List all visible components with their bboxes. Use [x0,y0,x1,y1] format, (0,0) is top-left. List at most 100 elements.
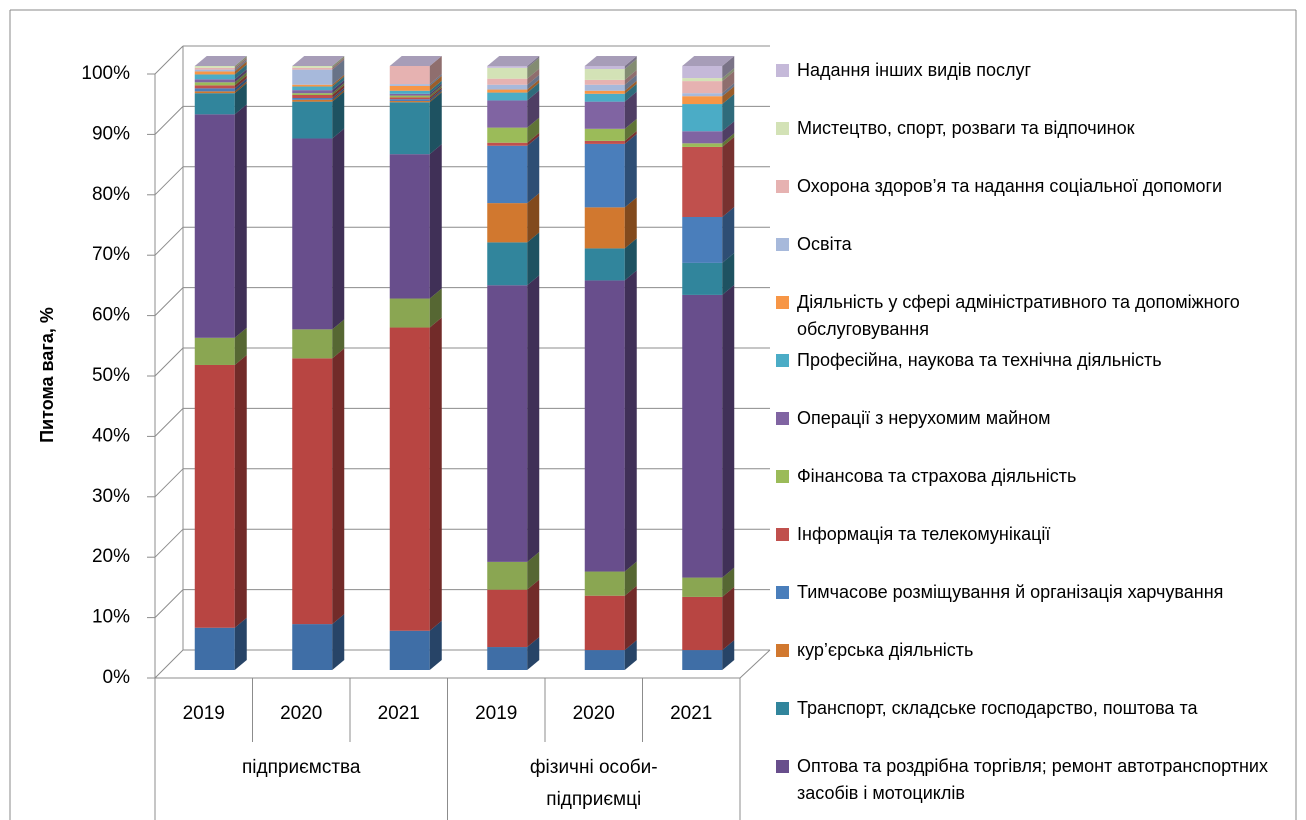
bar-side [234,354,247,628]
bar-segment [584,69,625,80]
y-tick-label: 50% [92,365,130,386]
bar-segment [194,364,235,628]
bar-side [332,88,345,100]
x-tick-label: 2020 [573,703,615,724]
bar-side [429,83,442,96]
grid-line [154,166,184,196]
bar-side [429,80,442,94]
bar-side [527,579,540,648]
bar-side [429,92,442,155]
bar-segment [389,97,430,100]
grid-line [154,287,184,316]
legend-swatch [776,412,789,425]
bar-side [527,135,540,204]
bar-side [527,74,540,90]
bar-side [332,89,345,102]
group-label: фізичні особи-підприємці [529,757,658,810]
bar-side [722,207,735,263]
bar-side [234,57,247,70]
legend-item: Оптова та роздрібна торгівля; ремонт авт… [776,753,1276,807]
bar-segment [292,93,333,95]
bar-side [624,640,637,670]
bar-side [624,238,637,281]
bar-side [722,121,735,144]
bar-segment [584,248,625,281]
bar-side [429,75,442,91]
bar-side [624,83,637,102]
x-tick-label: 2021 [670,703,712,724]
bar-segment [487,242,528,286]
bar-segment [584,84,625,91]
bar-segment [389,298,430,328]
bar-segment [682,78,723,82]
bar-segment [389,102,430,155]
bar-side [429,288,442,328]
bar-side [624,197,637,249]
bar-segment [292,69,333,85]
bar-side [624,69,637,85]
bar-segment [292,98,333,100]
bar-side [624,80,637,94]
legend-label: Професійна, наукова та технічна діяльніс… [797,350,1162,370]
bar-segment [389,630,430,670]
bar-segment [194,71,235,75]
legend-swatch [776,238,789,251]
bar-top [682,56,735,66]
legend-label: Освіта [797,234,852,254]
bar-side [527,193,540,243]
bar-segment [682,66,723,79]
bar-side [722,83,735,97]
legend-swatch [776,470,789,483]
x-tick-label: 2019 [475,703,517,724]
bar-side [722,68,735,82]
bar-segment [389,90,430,94]
bar-side [429,89,442,102]
bar-segment [584,79,625,85]
bar-segment [389,66,430,85]
y-tick-label: 80% [92,184,130,205]
bar-side [624,118,637,141]
bar-segment [292,99,333,102]
bar-side [332,91,345,139]
bar-segment [682,93,723,97]
bar-side [624,133,637,208]
bar-segment [584,128,625,141]
bar-segment [292,358,333,625]
bar-side [332,59,345,85]
y-tick-label: 10% [92,607,130,628]
bar-side [332,56,345,68]
bar-segment [292,66,333,68]
legend-label: кур’єрська діяльність [797,640,974,660]
legend-item: Надання інших видів послуг [776,57,1276,84]
legend-item: Операції з нерухомим майном [776,405,1276,432]
bar-segment [389,85,430,91]
bar-segment [682,96,723,105]
bar-segment [487,100,528,128]
bar-side [429,74,442,86]
bar-segment [194,79,235,83]
legend-label: Тимчасове розміщування й організація хар… [797,582,1224,602]
bar-side [624,130,637,144]
grid-line [154,45,184,75]
bar-side [234,69,247,83]
bar-segment [389,154,430,299]
bar-segment [682,131,723,144]
bar-side [624,74,637,91]
legend-label: Інформація та телекомунікації [797,524,1051,544]
legend-swatch [776,586,789,599]
bar-segment [584,140,625,144]
y-axis-title: Питома вага, % [37,307,57,443]
bar-top [292,56,345,66]
bar-side [527,82,540,101]
legend-label: Мистецтво, спорт, розваги та відпочинок [797,118,1135,138]
legend-item: Фінансова та страхова діяльність [776,463,1276,490]
bar-side [332,84,345,99]
bar-segment [292,67,333,70]
bar-segment [194,66,235,68]
bar-segment [292,94,333,99]
bar-side [332,128,345,330]
legend-item: Тимчасове розміщування й організація хар… [776,579,1276,606]
bar-side [429,144,442,299]
bar-side [234,59,247,72]
